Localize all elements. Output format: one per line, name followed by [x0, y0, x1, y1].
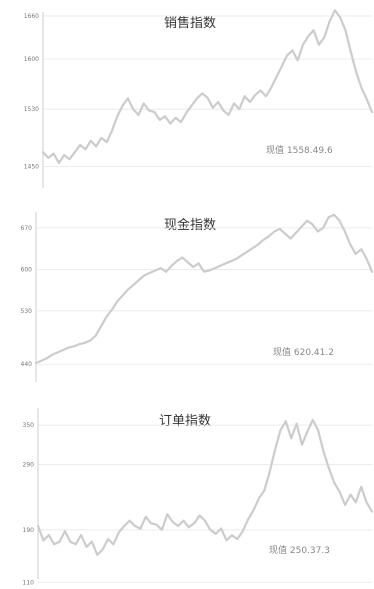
y-ticks: 670 600 530 440 — [21, 225, 372, 368]
series-line — [34, 213, 374, 365]
orders-index-chart: 订单指数 350 290 190 110 现值 250.37.3 — [23, 408, 374, 586]
sales-index-chart: 销售指数 1660 1600 1530 1450 现值 1558.49.6 — [24, 9, 374, 188]
chart-title: 现金指数 — [164, 217, 216, 233]
y-tick-label: 530 — [21, 308, 33, 315]
y-tick-label: 1660 — [24, 13, 39, 20]
y-tick-label: 670 — [21, 225, 33, 232]
y-ticks: 350 290 190 110 — [23, 422, 372, 586]
y-tick-label: 1450 — [24, 164, 39, 171]
series-line — [36, 418, 374, 556]
current-value-label: 现值 620.41.2 — [273, 346, 334, 358]
y-tick-label: 440 — [21, 361, 33, 368]
y-tick-label: 290 — [23, 461, 35, 468]
y-tick-label: 600 — [21, 266, 33, 273]
y-tick-label: 190 — [23, 527, 35, 534]
y-tick-label: 1530 — [24, 106, 39, 113]
cash-index-chart: 现金指数 670 600 530 440 现值 620.41.2 — [21, 212, 374, 382]
y-tick-label: 110 — [23, 579, 35, 586]
chart-panel-cash: 现金指数 670 600 530 440 现值 620.41.2 — [0, 196, 374, 392]
y-tick-label: 1600 — [24, 56, 39, 63]
chart-title: 销售指数 — [164, 15, 216, 31]
y-tick-label: 350 — [23, 422, 35, 429]
chart-panel-sales: 销售指数 1660 1600 1530 1450 现值 1558.49.6 — [0, 0, 374, 196]
chart-panel-orders: 订单指数 350 290 190 110 现值 250.37.3 — [0, 392, 374, 589]
current-value-label: 现值 250.37.3 — [269, 544, 330, 556]
chart-title: 订单指数 — [159, 414, 211, 429]
y-ticks: 1660 1600 1530 1450 — [24, 13, 372, 171]
current-value-label: 现值 1558.49.6 — [266, 144, 333, 156]
series-line — [41, 9, 374, 164]
